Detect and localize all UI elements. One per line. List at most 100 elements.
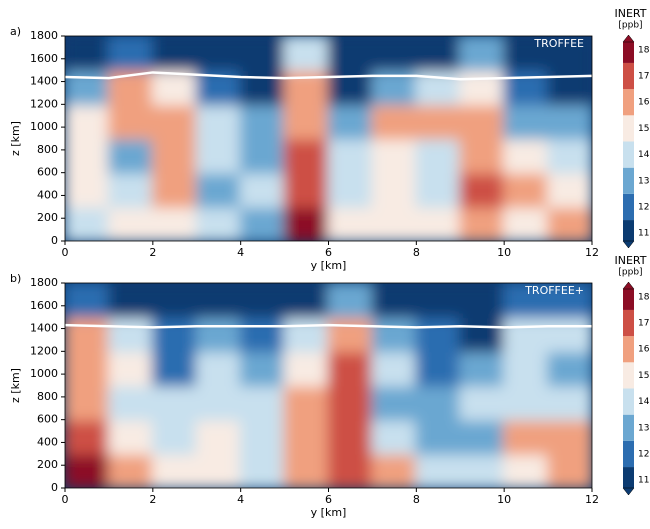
cell bbox=[415, 384, 462, 421]
cell bbox=[327, 137, 374, 174]
cell bbox=[371, 452, 418, 488]
colorbar-swatch bbox=[623, 440, 634, 468]
cell bbox=[283, 137, 330, 174]
cell bbox=[151, 418, 198, 455]
cell bbox=[547, 283, 592, 319]
colorbar-tick-label: 15 bbox=[638, 371, 649, 381]
field bbox=[65, 36, 592, 241]
panel-label: a) bbox=[10, 25, 21, 38]
cell bbox=[415, 316, 462, 353]
colorbar-tick-label: 16 bbox=[638, 345, 650, 355]
y-tick-label: 1800 bbox=[30, 29, 58, 42]
cell bbox=[239, 283, 286, 319]
cell bbox=[151, 316, 198, 353]
colorbar-swatch bbox=[623, 141, 634, 168]
y-tick-label: 400 bbox=[37, 188, 58, 201]
colorbar-tick-label: 17 bbox=[638, 72, 649, 82]
cell bbox=[151, 384, 198, 421]
colorbar-tick-label: 13 bbox=[638, 176, 649, 186]
colorbar-tick-label: 12 bbox=[638, 449, 649, 459]
cell bbox=[239, 350, 286, 387]
colorbar-swatch bbox=[623, 62, 634, 90]
cell bbox=[327, 205, 374, 241]
cell bbox=[283, 205, 330, 241]
y-tick-label: 600 bbox=[37, 166, 58, 179]
y-tick-label: 1800 bbox=[30, 276, 58, 289]
colorbar-swatch bbox=[623, 89, 634, 116]
cell bbox=[327, 283, 374, 319]
cell bbox=[107, 283, 154, 319]
cell bbox=[371, 384, 418, 421]
cell bbox=[151, 452, 198, 488]
plot-area bbox=[65, 283, 592, 488]
cell bbox=[547, 137, 592, 174]
x-tick-label: 8 bbox=[413, 246, 420, 259]
colorbar-swatch bbox=[623, 193, 634, 221]
cell bbox=[547, 384, 592, 421]
y-tick-label: 1200 bbox=[30, 344, 58, 357]
cell bbox=[327, 350, 374, 387]
cell bbox=[459, 384, 506, 421]
cell bbox=[107, 384, 154, 421]
colorbar-tick-label: 16 bbox=[638, 98, 650, 108]
x-tick-label: 10 bbox=[497, 246, 511, 259]
x-tick-label: 12 bbox=[585, 246, 599, 259]
cell bbox=[415, 137, 462, 174]
field bbox=[65, 283, 592, 488]
colorbar-tick-label: 12 bbox=[638, 202, 649, 212]
cell bbox=[107, 137, 154, 174]
cell bbox=[195, 418, 242, 455]
x-tick-label: 12 bbox=[585, 493, 599, 506]
x-tick-label: 2 bbox=[149, 246, 156, 259]
cell bbox=[283, 69, 330, 106]
cell bbox=[239, 69, 286, 106]
cell bbox=[459, 36, 506, 72]
y-tick-label: 1600 bbox=[30, 52, 58, 65]
cell bbox=[65, 205, 110, 241]
cell bbox=[415, 452, 462, 488]
cell bbox=[459, 69, 506, 106]
cell bbox=[503, 36, 550, 72]
cell bbox=[503, 452, 550, 488]
cell bbox=[195, 384, 242, 421]
cell bbox=[151, 283, 198, 319]
colorbar-swatch bbox=[623, 167, 634, 194]
cell bbox=[459, 418, 506, 455]
cell bbox=[283, 418, 330, 455]
x-tick-label: 8 bbox=[413, 493, 420, 506]
cell bbox=[65, 350, 110, 387]
cell bbox=[107, 205, 154, 241]
cell bbox=[547, 171, 592, 208]
cell bbox=[371, 283, 418, 319]
colorbar-swatch bbox=[623, 115, 634, 142]
cell bbox=[327, 69, 374, 106]
cell bbox=[459, 205, 506, 241]
cell bbox=[239, 316, 286, 353]
cell bbox=[547, 452, 592, 488]
x-tick-label: 10 bbox=[497, 493, 511, 506]
y-tick-label: 200 bbox=[37, 458, 58, 471]
cell bbox=[371, 36, 418, 72]
cell bbox=[65, 418, 110, 455]
cell bbox=[459, 103, 506, 140]
colorbar-swatch bbox=[623, 309, 634, 337]
y-tick-label: 1000 bbox=[30, 120, 58, 133]
cell bbox=[503, 103, 550, 140]
cell bbox=[283, 103, 330, 140]
cell bbox=[327, 384, 374, 421]
colorbar-swatch bbox=[623, 220, 634, 241]
cell bbox=[151, 205, 198, 241]
y-tick-label: 200 bbox=[37, 211, 58, 224]
cell bbox=[239, 418, 286, 455]
cell bbox=[65, 103, 110, 140]
x-tick-label: 0 bbox=[62, 246, 69, 259]
cell bbox=[195, 283, 242, 319]
cell bbox=[239, 103, 286, 140]
cell bbox=[415, 36, 462, 72]
cell bbox=[547, 36, 592, 72]
cell bbox=[239, 36, 286, 72]
cell bbox=[503, 316, 550, 353]
y-tick-label: 400 bbox=[37, 435, 58, 448]
cell bbox=[151, 103, 198, 140]
